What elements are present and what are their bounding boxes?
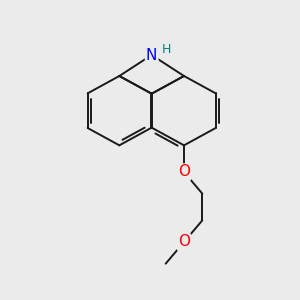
Text: N: N — [146, 47, 158, 62]
Text: H: H — [162, 43, 171, 56]
Text: O: O — [178, 235, 190, 250]
Text: O: O — [178, 164, 190, 179]
